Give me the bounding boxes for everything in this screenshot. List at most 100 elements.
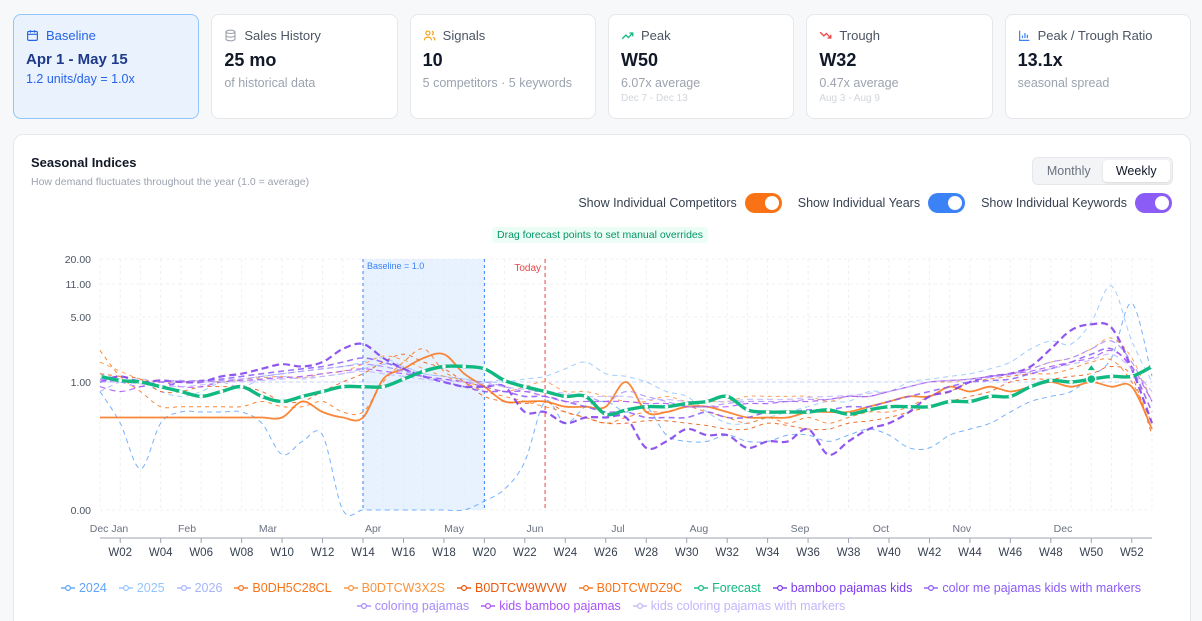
legend-label: 2024	[78, 581, 107, 595]
card-label: Trough	[839, 27, 881, 43]
forecast-point[interactable]	[765, 410, 770, 414]
forecast-point[interactable]	[1109, 374, 1114, 379]
forecast-point[interactable]	[887, 404, 891, 409]
forecast-point[interactable]	[442, 364, 446, 369]
forecast-point[interactable]	[523, 384, 527, 389]
legend-item[interactable]: 2024	[60, 581, 107, 595]
forecast-point[interactable]	[340, 384, 345, 389]
override-arrow-icon	[1087, 365, 1095, 371]
trough-card: Trough W32 0.47x average Aug 3 - Aug 9	[806, 14, 993, 119]
series-line-2024	[99, 302, 1153, 516]
forecast-point[interactable]	[482, 366, 487, 371]
forecast-point[interactable]	[1069, 380, 1073, 384]
forecast-point[interactable]	[239, 384, 244, 389]
forecast-point[interactable]	[1150, 364, 1154, 369]
legend-item[interactable]: 2025	[118, 581, 165, 595]
forecast-point[interactable]	[684, 401, 689, 406]
forecast-point[interactable]	[745, 408, 750, 412]
forecast-point[interactable]	[1008, 394, 1013, 399]
forecast-point[interactable]	[401, 377, 406, 381]
forecast-point[interactable]	[705, 399, 709, 404]
legend-item[interactable]: B0DH5C28CL	[234, 581, 332, 595]
legend-item[interactable]: B0DTCWDZ9C	[578, 581, 683, 595]
forecast-point[interactable]	[786, 410, 790, 414]
legend-item[interactable]: coloring pajamas	[356, 599, 469, 613]
forecast-point[interactable]	[947, 399, 952, 404]
card-value: 13.1x	[1017, 50, 1063, 70]
forecast-point[interactable]	[199, 394, 203, 399]
years-switch[interactable]	[928, 193, 966, 213]
legend-label: B0DTCWDZ9C	[596, 581, 683, 595]
legend-item[interactable]: color me pajamas kids with markers	[924, 581, 1141, 595]
forecast-point[interactable]	[158, 384, 163, 389]
card-label: Baseline	[46, 27, 96, 43]
forecast-point[interactable]	[826, 408, 831, 412]
legend-label: B0DTCW9WVW	[475, 581, 567, 595]
forecast-point[interactable]	[1129, 374, 1134, 379]
forecast-point[interactable]	[927, 404, 932, 409]
forecast-point[interactable]	[98, 374, 102, 379]
forecast-point[interactable]	[846, 412, 851, 416]
month-label: Sep	[791, 523, 810, 535]
forecast-point[interactable]	[502, 378, 507, 383]
week-label: W22	[513, 547, 537, 559]
forecast-point[interactable]	[866, 408, 871, 412]
forecast-point[interactable]	[988, 394, 992, 399]
forecast-point[interactable]	[907, 404, 912, 409]
forecast-point[interactable]	[624, 408, 628, 412]
forecast-point[interactable]	[725, 394, 729, 399]
forecast-point[interactable]	[300, 394, 305, 399]
forecast-point[interactable]	[1028, 384, 1033, 389]
forecast-point[interactable]	[583, 394, 588, 399]
card-subtext: 0.47x average	[819, 76, 899, 90]
forecast-point[interactable]	[968, 399, 972, 404]
legend-item[interactable]: 2026	[176, 581, 222, 595]
forecast-point[interactable]	[563, 394, 568, 399]
forecast-point[interactable]	[381, 384, 386, 389]
keywords-switch[interactable]	[1135, 193, 1172, 213]
card-date-range: Aug 3 - Aug 9	[819, 93, 880, 104]
card-date-range: Dec 7 - Dec 13	[620, 93, 688, 104]
card-value: W32	[819, 50, 857, 70]
month-label: Dec Jan	[90, 523, 129, 535]
week-label: W12	[311, 547, 335, 559]
forecast-point[interactable]	[320, 389, 325, 394]
users-icon	[423, 29, 436, 40]
card-subtext: 1.2 units/day = 1.0x	[26, 72, 135, 86]
week-label: W24	[553, 547, 577, 559]
forecast-point[interactable]	[1049, 378, 1053, 383]
card-subtext: of historical data	[224, 76, 316, 90]
forecast-point[interactable]	[260, 394, 264, 399]
competitors-toggle-row: Show Individual Competitors	[578, 193, 782, 213]
legend-item[interactable]: kids bamboo pajamas	[481, 599, 621, 613]
summary-cards: Baseline Apr 1 - May 15 1.2 units/day = …	[13, 14, 1191, 119]
week-label: W32	[715, 547, 739, 559]
legend-item[interactable]: Forecast	[694, 581, 761, 595]
legend-item[interactable]: B0DTCW3X2S	[343, 581, 445, 595]
forecast-point[interactable]	[138, 380, 143, 384]
monthly-tab[interactable]: Monthly	[1046, 164, 1091, 178]
forecast-point[interactable]	[361, 384, 365, 389]
legend-item[interactable]: bamboo pajamas kids	[772, 581, 912, 595]
forecast-point[interactable]	[118, 378, 123, 383]
forecast-point[interactable]	[179, 389, 183, 394]
forecast-point[interactable]	[543, 389, 547, 394]
forecast-point[interactable]	[664, 404, 669, 409]
trend-down-icon	[820, 31, 832, 39]
toggle-label: Show Individual Years	[797, 196, 921, 210]
forecast-point[interactable]	[644, 404, 649, 409]
forecast-point[interactable]	[462, 364, 466, 369]
weekly-tab[interactable]: Weekly	[1102, 160, 1170, 182]
forecast-point[interactable]	[421, 369, 426, 374]
sales-history-card: Sales History 25 mo of historical data	[211, 14, 398, 119]
baseline-card[interactable]: Baseline Apr 1 - May 15 1.2 units/day = …	[13, 14, 200, 119]
legend-item[interactable]: B0DTCW9WVW	[457, 581, 567, 595]
forecast-point[interactable]	[280, 399, 284, 404]
legend-item[interactable]: kids coloring pajamas with markers	[632, 599, 845, 613]
competitors-switch[interactable]	[744, 193, 782, 213]
forecast-point[interactable]	[806, 410, 810, 414]
forecast-point[interactable]	[603, 412, 608, 416]
forecast-point[interactable]	[219, 389, 224, 394]
month-label: Apr	[365, 523, 382, 535]
